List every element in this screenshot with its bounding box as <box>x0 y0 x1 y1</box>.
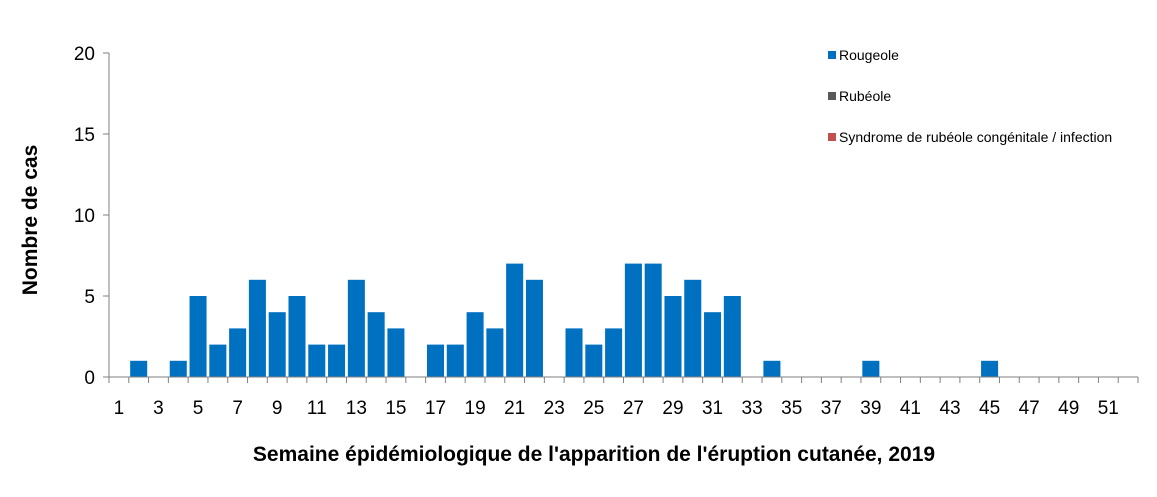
x-tick-label: 27 <box>623 398 644 419</box>
bar-rougeole-week-4 <box>169 360 187 377</box>
bar-rougeole-week-15 <box>387 328 405 377</box>
x-ticks-group: 1 3 5 7 9 11 13 15 17 19 21 23 25 27 29 31 33 35 37 39 41 43 4… <box>108 377 1139 419</box>
bar-rougeole-week-18 <box>446 344 464 377</box>
bar-rougeole-week-2 <box>130 360 148 377</box>
y-tick-label: 10 <box>74 206 95 227</box>
x-tick-label: 21 <box>504 398 525 419</box>
bar-rougeole-week-26 <box>605 328 623 377</box>
x-tick-label: 41 <box>900 398 921 419</box>
x-tick-label: 31 <box>702 398 723 419</box>
y-ticks-group: 0 5 10 15 20 <box>74 44 109 389</box>
x-tick-label: 45 <box>979 398 1000 419</box>
x-tick-label: 13 <box>346 398 367 419</box>
y-tick-label: 20 <box>74 44 95 65</box>
x-tick-label: 39 <box>860 398 881 419</box>
x-tick-label: 47 <box>1019 398 1040 419</box>
bar-rougeole-week-7 <box>229 328 247 377</box>
bar-rougeole-week-21 <box>506 263 524 377</box>
y-tick-label: 0 <box>84 368 95 389</box>
x-tick-label: 33 <box>742 398 763 419</box>
x-tick-label: 11 <box>307 398 327 419</box>
bar-rougeole-week-5 <box>189 296 207 377</box>
bar-rougeole-week-19 <box>466 312 484 377</box>
bar-rougeole-week-6 <box>209 344 227 377</box>
x-tick-label: 51 <box>1098 398 1119 419</box>
bar-rougeole-week-13 <box>347 279 365 377</box>
x-tick-label: 25 <box>583 398 604 419</box>
bar-rougeole-week-32 <box>723 296 741 377</box>
legend-label-rubeole: Rubéole <box>839 88 891 104</box>
x-tick-label: 3 <box>153 398 164 419</box>
y-tick-label: 15 <box>74 125 95 146</box>
x-tick-label: 5 <box>193 398 204 419</box>
bar-rougeole-week-34 <box>763 360 781 377</box>
legend-swatch-syndrome-de-rubeole-congenitale-infection <box>828 133 836 141</box>
x-tick-label: 49 <box>1058 398 1079 419</box>
x-tick-label: 9 <box>272 398 283 419</box>
x-tick-label: 17 <box>425 398 446 419</box>
legend-label-rougeole: Rougeole <box>839 47 899 63</box>
x-tick-label: 7 <box>232 398 243 419</box>
bar-rougeole-week-10 <box>288 296 306 377</box>
bar-rougeole-week-29 <box>664 296 682 377</box>
bar-rougeole-week-31 <box>704 312 722 377</box>
x-tick-label: 1 <box>114 398 125 419</box>
x-tick-label: 43 <box>939 398 960 419</box>
bars-group <box>130 263 999 377</box>
bar-rougeole-week-11 <box>308 344 326 377</box>
bar-rougeole-week-39 <box>862 360 880 377</box>
x-tick-label: 23 <box>544 398 565 419</box>
legend: Rougeole Rubéole Syndrome de rubéole congé… <box>828 47 1112 145</box>
bar-rougeole-week-28 <box>644 263 662 377</box>
bar-rougeole-week-17 <box>427 344 445 377</box>
y-tick-label: 5 <box>84 287 95 308</box>
bar-rougeole-week-8 <box>248 279 266 377</box>
bar-rougeole-week-25 <box>585 344 603 377</box>
x-tick-label: 15 <box>385 398 406 419</box>
x-tick-label: 29 <box>662 398 683 419</box>
bar-rougeole-week-24 <box>565 328 583 377</box>
x-tick-label: 37 <box>821 398 842 419</box>
legend-swatch-rubeole <box>828 92 836 100</box>
bar-rougeole-week-45 <box>981 360 999 377</box>
legend-label-syndrome-de-rubeole-congenitale-infection: Syndrome de rubéole congénitale / infect… <box>839 129 1112 145</box>
bar-rougeole-week-9 <box>268 312 286 377</box>
legend-swatch-rougeole <box>828 51 836 59</box>
bar-rougeole-week-14 <box>367 312 385 377</box>
x-tick-label: 35 <box>781 398 802 419</box>
bar-rougeole-week-22 <box>525 279 543 377</box>
x-tick-label: 19 <box>465 398 486 419</box>
y-axis-title: Nombre de cas <box>19 145 42 296</box>
bar-rougeole-week-20 <box>486 328 504 377</box>
bar-rougeole-week-27 <box>624 263 642 377</box>
bar-rougeole-week-12 <box>328 344 346 377</box>
x-axis-title: Semaine épidémiologique de l'apparition … <box>253 443 935 466</box>
bar-rougeole-week-30 <box>684 279 702 377</box>
